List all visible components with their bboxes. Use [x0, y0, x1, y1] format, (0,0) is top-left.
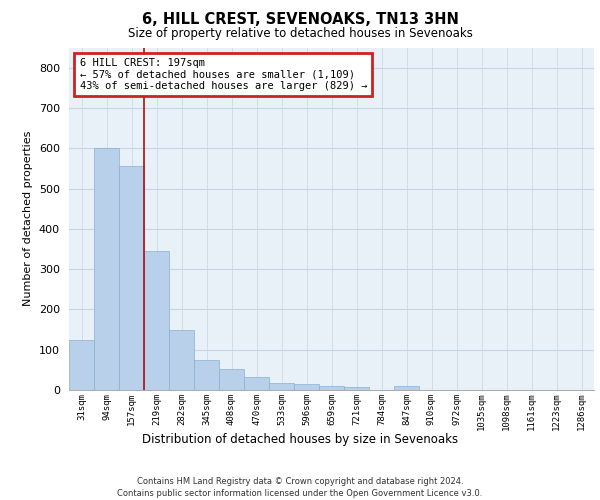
Bar: [69, 340, 94, 390]
Bar: [194, 360, 219, 390]
Text: Distribution of detached houses by size in Sevenoaks: Distribution of detached houses by size …: [142, 432, 458, 446]
Bar: [319, 386, 344, 390]
Bar: [144, 251, 169, 390]
Bar: [394, 386, 419, 390]
Text: Contains public sector information licensed under the Open Government Licence v3: Contains public sector information licen…: [118, 489, 482, 498]
Text: 6 HILL CREST: 197sqm
← 57% of detached houses are smaller (1,109)
43% of semi-de: 6 HILL CREST: 197sqm ← 57% of detached h…: [79, 58, 367, 91]
Bar: [344, 387, 369, 390]
Bar: [294, 384, 319, 390]
Text: 6, HILL CREST, SEVENOAKS, TN13 3HN: 6, HILL CREST, SEVENOAKS, TN13 3HN: [142, 12, 458, 28]
Text: Size of property relative to detached houses in Sevenoaks: Size of property relative to detached ho…: [128, 28, 472, 40]
Bar: [244, 377, 269, 390]
Text: Contains HM Land Registry data © Crown copyright and database right 2024.: Contains HM Land Registry data © Crown c…: [137, 478, 463, 486]
Y-axis label: Number of detached properties: Number of detached properties: [23, 131, 33, 306]
Bar: [119, 166, 144, 390]
Bar: [219, 369, 244, 390]
Bar: [169, 330, 194, 390]
Bar: [94, 148, 119, 390]
Bar: [269, 382, 294, 390]
